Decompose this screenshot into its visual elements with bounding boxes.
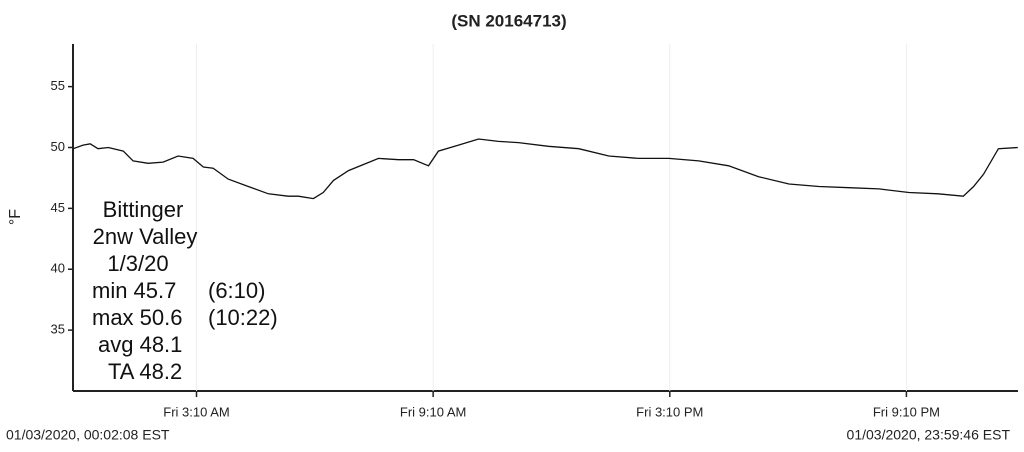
annotation: 1/3/20 [107,251,168,276]
x-tick-label: Fri 3:10 PM [636,404,703,419]
y-tick-label: 55 [51,78,65,93]
annotation: avg 48.1 [98,332,182,357]
x-tick-label: Fri 9:10 AM [400,404,466,419]
annotation: (10:22) [208,305,278,330]
x-tick-label: Fri 9:10 PM [873,404,940,419]
y-tick-label: 35 [51,322,65,337]
end-time: 01/03/2020, 23:59:46 EST [847,427,1011,443]
temperature-line [72,138,1018,200]
annotation: 2nw Valley [93,224,198,249]
x-tick-label: Fri 3:10 AM [163,404,229,419]
annotation: Bittinger [103,197,184,222]
start-time: 01/03/2020, 00:02:08 EST [6,427,170,443]
annotation: (6:10) [208,278,265,303]
annotation: min 45.7 [92,278,176,303]
y-tick-label: 45 [51,200,65,215]
chart-title: (SN 20164713) [451,11,566,30]
annotation: max 50.6 [92,305,183,330]
y-tick-label: 40 [51,261,65,276]
y-axis-label: °F [7,209,24,225]
y-tick-label: 50 [51,139,65,154]
annotation: TA 48.2 [108,359,182,384]
